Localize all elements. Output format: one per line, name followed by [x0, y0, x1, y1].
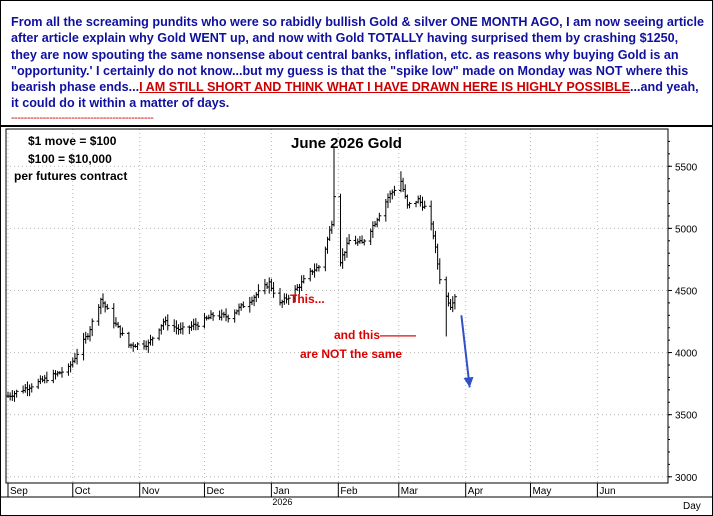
chart-grid: [6, 129, 668, 483]
commentary-text: From all the screaming pundits who were …: [11, 14, 706, 112]
commentary-box: From all the screaming pundits who were …: [1, 1, 712, 127]
x-tick-label: May: [532, 486, 551, 497]
projection-arrow: [460, 315, 474, 388]
y-tick-label: 3500: [675, 411, 698, 422]
commentary-body: From all the screaming pundits who were …: [11, 15, 705, 95]
projection-arrow-head: [463, 376, 474, 388]
year-label: 2026: [272, 497, 292, 507]
x-tick-label: Oct: [75, 486, 91, 497]
move-note-line3: per futures contract: [14, 169, 128, 183]
price-chart: 3000 3500 4000 4500 5000 5500 Sep Oct Nov Dec Jan F…: [1, 128, 712, 512]
and-this-label: and this———: [334, 328, 417, 342]
y-tick-label: 5500: [675, 162, 698, 173]
commentary-dashes: ----------------------------------------…: [11, 112, 154, 124]
projection-arrow-shaft: [460, 315, 471, 388]
y-tick-label: 4000: [675, 349, 698, 360]
x-tick-label: Dec: [206, 486, 224, 497]
y-tick-label: 4500: [675, 286, 698, 297]
x-tick-label: Jun: [599, 486, 615, 497]
x-tick-label: Apr: [468, 486, 484, 497]
chart-axes: 3000 3500 4000 4500 5000 5500 Sep Oct Nov Dec Jan F…: [1, 128, 712, 512]
x-tick-label: Mar: [401, 486, 419, 497]
move-note-line1: $1 move = $100: [28, 134, 117, 148]
commentary-tail: ...and yeah, it could do it within a mat…: [11, 80, 699, 111]
chart-title: June 2026 Gold: [291, 135, 402, 152]
ohlc-bars: [6, 146, 457, 402]
x-unit-label: Day: [683, 501, 701, 512]
move-note-line2: $100 = $10,000: [28, 152, 112, 166]
x-tick-label: Jan: [273, 486, 289, 497]
x-tick-label: Feb: [340, 486, 358, 497]
x-tick-label: Sep: [10, 486, 28, 497]
y-tick-label: 3000: [675, 473, 698, 484]
not-same-label: are NOT the same: [300, 347, 403, 361]
this-label: This...: [290, 292, 325, 306]
x-tick-label: Nov: [142, 486, 160, 497]
y-tick-label: 5000: [675, 224, 698, 235]
commentary-emphasis: I AM STILL SHORT AND THINK WHAT I HAVE D…: [139, 80, 631, 95]
